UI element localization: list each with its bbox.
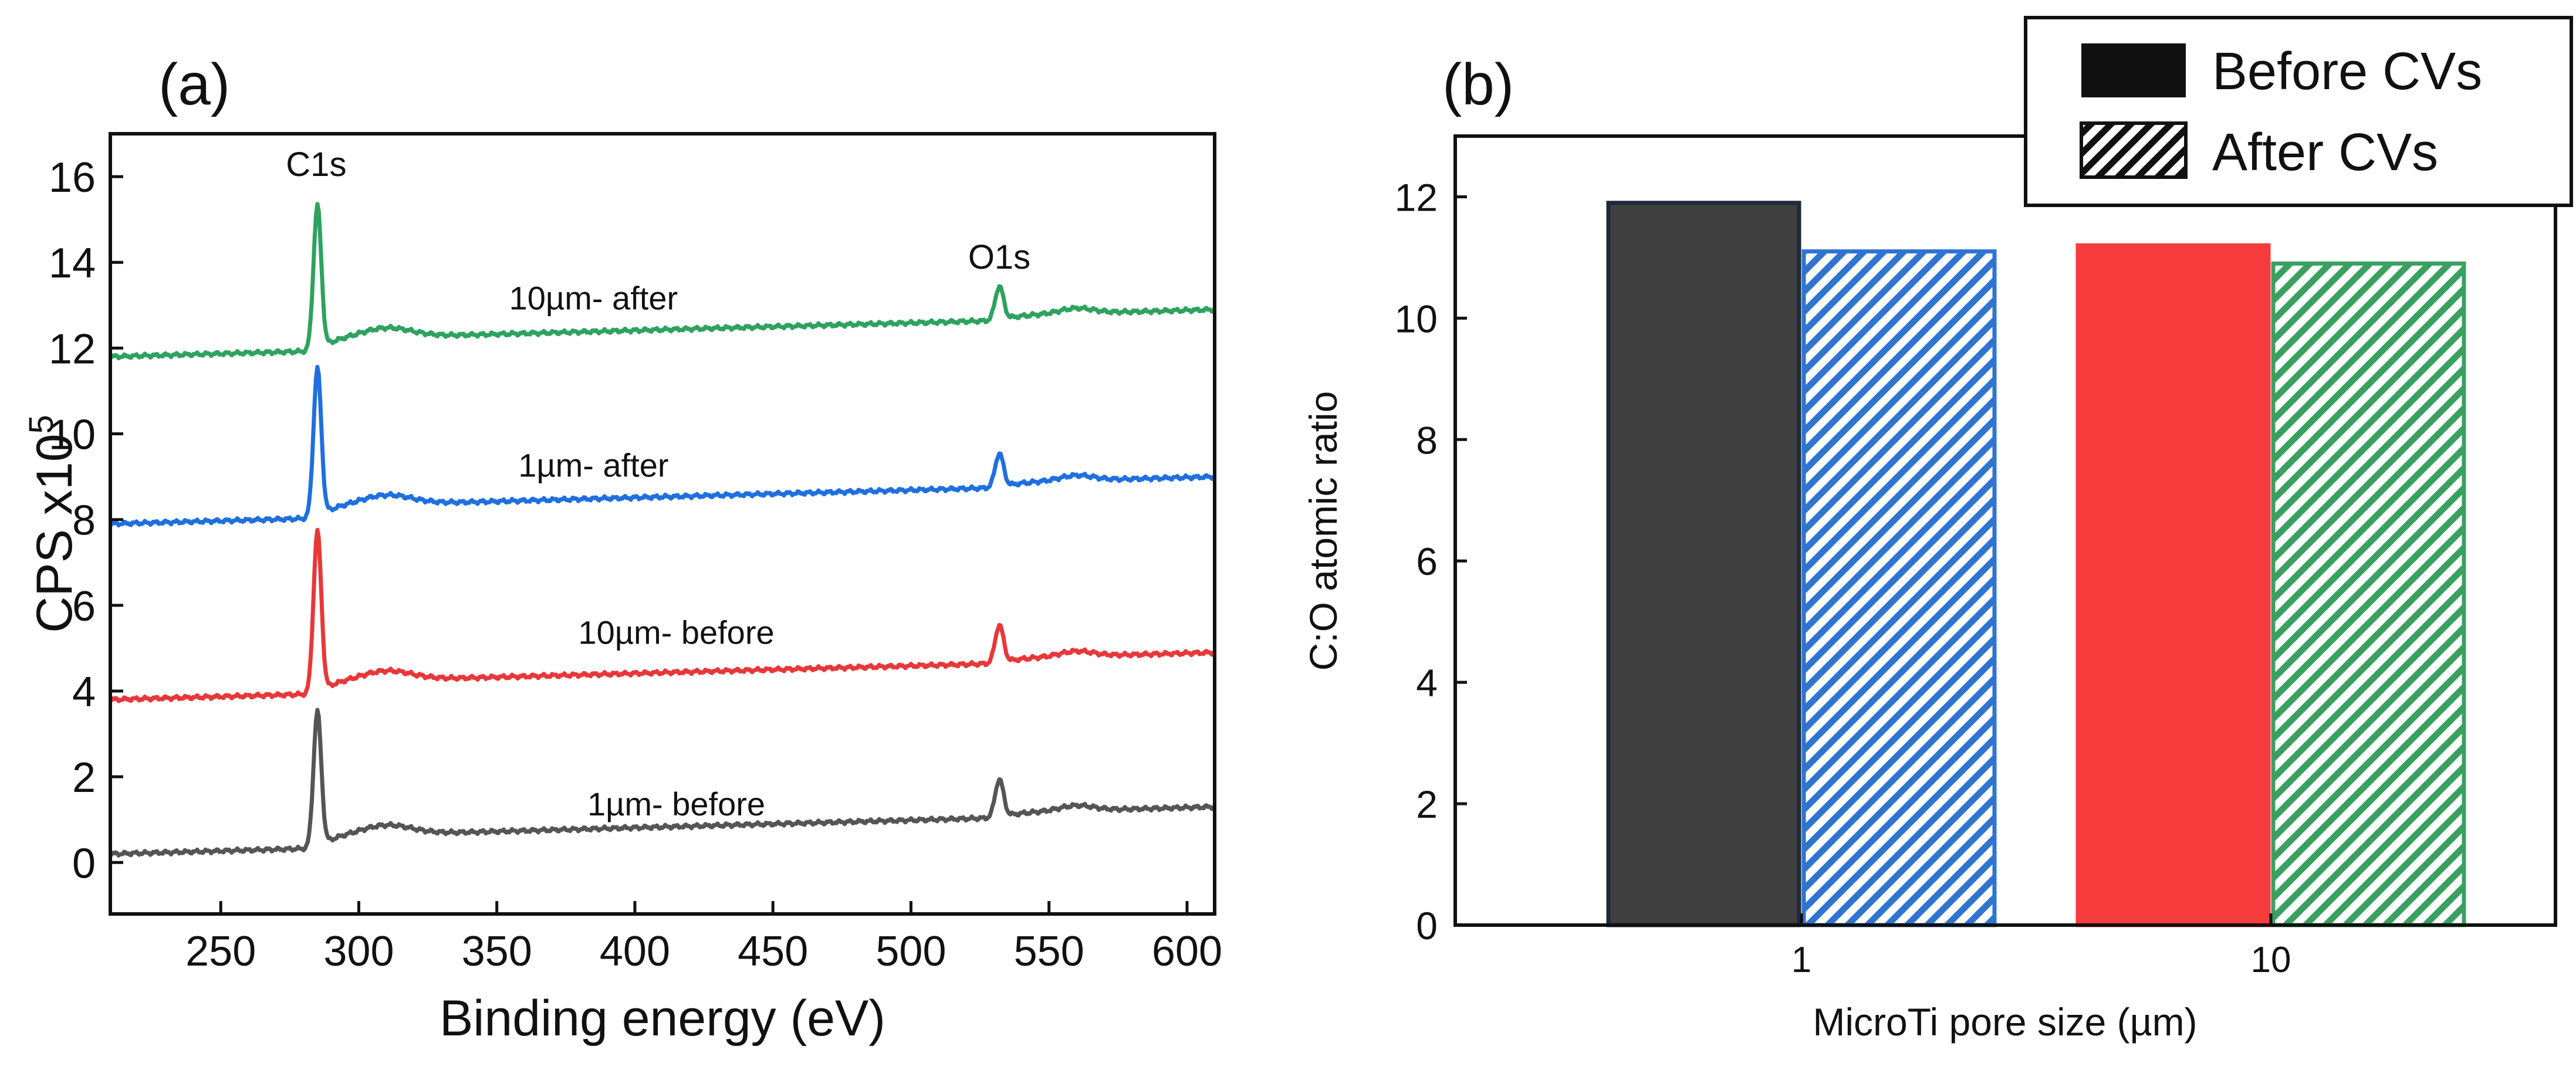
y-axis-label: C:O atomic ratio [1301,391,1345,671]
x-tick-label: 1 [1791,940,1811,980]
y-tick-label: 0 [1416,904,1438,947]
y-axis-label-superscript: 5 [22,415,60,434]
x-axis-label: MicroTi pore size (µm) [1813,1000,2197,1044]
y-tick-label: 12 [1395,175,1438,219]
x-tick-label: 400 [600,928,670,975]
bar-after-cvs-10 [2271,261,2466,927]
series-label-1: 1µm- before [587,785,765,822]
panel-a-label: (a) [158,52,230,117]
series-label-4: 10µm- after [509,280,678,317]
bar-before-cvs-1 [1606,201,1801,927]
bar-after-cvs-1 [1801,249,1997,927]
y-tick-label: 8 [72,497,96,544]
x-tick-label: 350 [462,928,532,975]
panel-b-label: (b) [1442,52,1514,117]
x-tick-label: 550 [1014,928,1084,975]
x-tick-label: 600 [1152,928,1222,975]
y-tick-label: 14 [49,240,96,287]
y-tick-label: 2 [1416,783,1438,826]
x-axis-ticks: 1 10 [1791,913,2291,980]
panel-b-axes-frame [1453,134,2557,927]
x-tick-label: 10 [2251,940,2291,980]
legend-swatch-after [2080,121,2188,179]
series-labels: 1µm- before 10µm- before 1µm- after 10µm- a… [509,280,775,822]
peak-label-o1s: O1s [968,238,1030,276]
legend-swatch-before [2081,43,2186,97]
bars [1606,201,2466,927]
peak-label-c1s: C1s [286,145,346,184]
x-tick-label: 300 [323,928,394,975]
y-tick-label: 6 [1416,540,1438,583]
y-tick-label: 8 [1416,418,1438,462]
y-axis-ticks: 0 2 4 6 8 10 12 14 16 [49,154,123,887]
series-label-3: 1µm- after [518,447,668,484]
legend-label-before: Before CVs [2212,42,2482,101]
spectrum-line-3 [109,365,1216,528]
y-tick-label: 0 [72,840,96,887]
spectra-lines [109,202,1216,858]
y-axis-ticks: 0 2 4 6 8 10 12 [1395,175,1467,947]
y-tick-label: 4 [1416,661,1438,705]
y-tick-label: 12 [49,326,96,373]
y-tick-label: 10 [1395,297,1438,340]
y-tick-label: 6 [72,583,96,630]
panel-a-xps-spectra: (a) 1µm- before 10µm- before 1µm- after 10µ… [22,52,1222,1047]
y-tick-label: 2 [72,754,96,801]
x-tick-label: 500 [875,928,946,975]
x-tick-label: 250 [185,928,256,975]
spectrum-line-1 [109,707,1216,858]
peak-labels: C1s O1s [286,145,1030,276]
x-tick-label: 450 [738,928,808,975]
y-axis-label-main: CPS x10 [26,434,83,632]
bar-before-cvs-10 [2075,243,2271,927]
panel-b-bar-chart: (b) 0 2 4 6 8 10 12 1 10 MicroTi pore size (µm)… [1301,16,2573,1044]
x-axis-label: Binding energy (eV) [440,990,885,1047]
y-axis-label: CPS x105 [22,415,83,633]
legend-label-after: After CVs [2212,123,2438,182]
spectrum-line-2 [109,527,1216,703]
y-tick-label: 10 [49,412,96,459]
legend: Before CVs After CVs [2024,16,2573,207]
y-tick-label: 4 [72,669,96,716]
panel-a-axes-frame [109,132,1216,916]
y-tick-label: 16 [49,154,96,201]
series-label-2: 10µm- before [578,614,774,651]
x-axis-ticks: 250 300 350 400 450 500 550 600 [185,901,1222,975]
spectrum-line-4 [109,202,1216,361]
